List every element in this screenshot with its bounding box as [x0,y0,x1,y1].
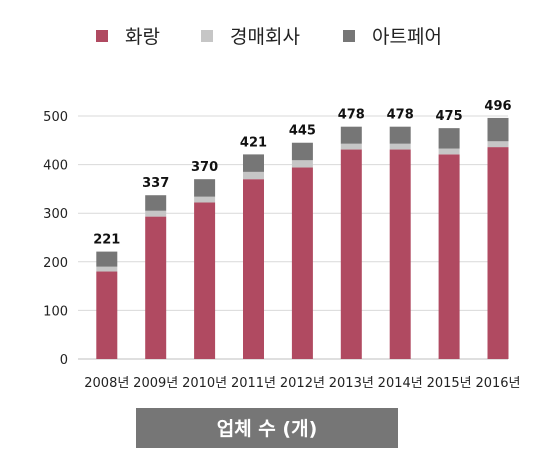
bar-segment-hwarang [487,147,509,359]
bar-segment-hwarang [243,179,264,359]
bar-total-label: 496 [484,99,511,114]
y-tick-label: 100 [43,304,68,319]
bar-segment-hwarang [194,202,216,359]
bar-segment-auction [145,210,167,217]
y-tick-label: 200 [43,256,68,271]
bar-segment-hwarang [291,167,313,359]
bar-segment-artfair [438,128,460,149]
bar-segment-artfair [389,126,411,144]
bar-segment-auction [487,141,509,148]
bar-segment-artfair [340,126,362,144]
bar-segment-auction [340,143,362,150]
legend-label-artfair: 아트페어 [372,26,442,48]
bar-total-label: 370 [191,160,218,175]
bar-segment-auction [194,196,216,203]
bar-total-label: 445 [289,124,316,139]
legend-label-auction: 경매회사 [230,26,300,48]
bar-segment-artfair [487,117,509,142]
legend-swatch-auction [201,30,213,42]
bar-segment-hwarang [389,149,411,359]
y-tick-label: 400 [43,159,68,174]
bar-segment-artfair [145,195,167,211]
bar-segment-artfair [291,142,313,161]
x-tick-label: 2014년 [378,376,423,391]
legend-swatch-artfair [343,30,355,42]
bar-segment-auction [438,148,460,155]
y-axis: 0 100 200 300 400 500 [43,110,68,368]
bar-segment-auction [96,266,118,272]
bar-segment-artfair [96,251,118,267]
x-tick-label: 2012년 [280,376,325,391]
caption-box: 업체 수 (개) [136,408,398,448]
x-tick-label: 2010년 [182,376,227,391]
legend: 화랑 경매회사 아트페어 [96,26,442,48]
bar-segment-artfair [194,179,216,197]
bar-segment-artfair [243,154,264,172]
x-tick-label: 2008년 [84,376,129,391]
x-axis: 2008년 2009년 2010년 2011년 2012년 2013년 2014년 2015년… [84,376,520,391]
caption-background [136,408,398,448]
x-tick-label: 2015년 [427,376,472,391]
x-tick-label: 2016년 [475,376,520,391]
bar-segment-auction [389,143,411,150]
legend-label-hwarang: 화랑 [125,26,160,48]
bar-segment-auction [243,171,264,180]
bar-segment-hwarang [340,149,362,359]
total-labels: 221 337 370 421 445 478 478 475 496 [93,99,511,248]
bar-total-label: 478 [387,108,414,123]
x-tick-label: 2011년 [231,376,276,391]
bar-segment-hwarang [96,271,118,359]
x-tick-label: 2009년 [133,376,178,391]
y-tick-label: 300 [43,207,68,222]
bar-total-label: 478 [338,108,365,123]
bar-segment-auction [291,160,313,168]
bar-total-label: 337 [142,176,169,191]
legend-swatch-hwarang [96,30,108,42]
bars [96,117,509,359]
y-tick-label: 500 [43,110,68,125]
bar-total-label: 421 [240,135,267,150]
y-tick-label: 0 [60,353,68,368]
x-tick-label: 2013년 [329,376,374,391]
caption-text: 업체 수 (개) [217,418,318,440]
bar-total-label: 475 [436,109,463,124]
bar-segment-hwarang [438,154,460,359]
bar-total-label: 221 [93,233,120,248]
bar-segment-hwarang [145,216,167,359]
